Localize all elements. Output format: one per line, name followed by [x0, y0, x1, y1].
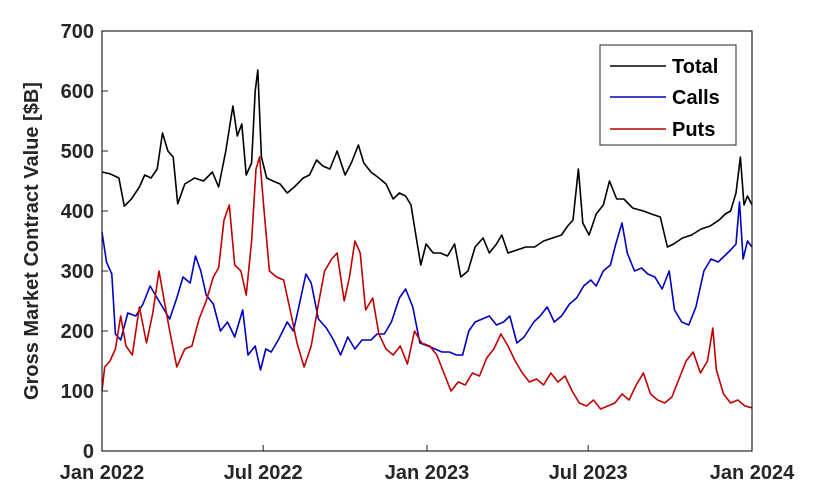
series-line-total [101, 69, 753, 278]
series-layer [101, 69, 753, 410]
y-tick-label: 700 [61, 21, 94, 43]
y-tick-label: 0 [83, 441, 94, 463]
y-tick-label: 300 [61, 261, 94, 283]
legend-label-total: Total [672, 56, 718, 78]
x-tick-label: Jan 2024 [710, 462, 795, 484]
y-tick-label: 400 [61, 201, 94, 223]
series-line-puts [101, 156, 753, 410]
legend: Total Calls Puts [599, 44, 737, 146]
x-tick-label: Jul 2023 [549, 462, 628, 484]
y-tick-label: 200 [61, 321, 94, 343]
legend-label-puts: Puts [672, 119, 715, 141]
y-tick-label: 500 [61, 141, 94, 163]
y-tick-label: 600 [61, 81, 94, 103]
legend-box [599, 44, 737, 146]
x-tick-label: Jul 2022 [224, 462, 303, 484]
legend-label-calls: Calls [672, 87, 720, 109]
y-tick-label: 100 [61, 381, 94, 403]
y-axis-title: Gross Market Contract Value [$B] [21, 82, 43, 400]
x-tick-label: Jan 2022 [60, 462, 145, 484]
tick-layer: 0 100 200 300 400 500 600 700 Jan 2022 Jul 2022 Ja… [60, 21, 795, 484]
x-tick-label: Jan 2023 [385, 462, 470, 484]
